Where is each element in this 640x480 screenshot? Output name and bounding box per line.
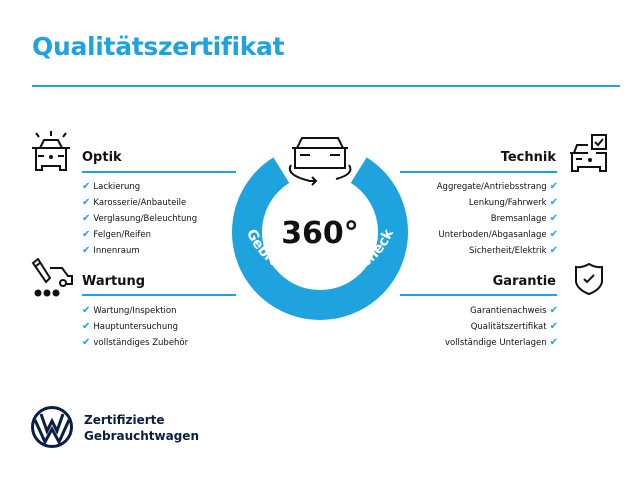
check-icon: ✔ [549,305,558,316]
check-icon: ✔ [82,337,91,348]
wartung-heading: Wartung [82,274,146,289]
list-item: ✔ Felgen/Reifen [82,229,152,240]
check-icon: ✔ [82,321,91,332]
360-value: 360° [281,216,359,251]
check-icon: ✔ [549,321,558,332]
list-item: ✔ vollständiges Zubehör [82,337,189,348]
car-checkbox-icon [570,134,607,172]
garantie-list: Garantienachweis ✔ Qualitätszertifikat ✔ v… [445,303,558,351]
check-icon: ✔ [549,337,558,348]
list-item: Aggregate/Antriebsstrang ✔ [436,181,558,192]
list-item: Garantienachweis ✔ [470,305,558,316]
check-icon: ✔ [82,305,91,316]
check-icon: ✔ [82,229,91,240]
optik-list: ✔ Lackierung ✔ Karosserie/Anbauteile ✔ Verg… [82,179,197,259]
wartung-divider [82,294,236,296]
optik-heading: Optik [82,150,122,165]
list-item: Qualitätszertifikat ✔ [470,321,558,332]
technik-divider [400,171,557,173]
title-divider [32,85,620,87]
vw-logo [31,406,73,448]
list-item: Lenkung/Fahrwerk ✔ [468,197,558,208]
list-item: ✔ Wartung/Inspektion [82,305,177,316]
shield-check-icon [575,262,603,296]
list-item: Sicherheit/Elektrik ✔ [469,245,558,256]
technik-heading: Technik [500,150,556,165]
wartung-list: ✔ Wartung/Inspektion ✔ Hauptuntersuchung ✔… [82,303,188,351]
360-check-badge: Gebrauchtwagen-Check 360° [232,137,408,320]
check-icon: ✔ [549,181,558,192]
car-lights-icon [32,131,70,171]
check-icon: ✔ [549,229,558,240]
brand-text: Zertifizierte Gebrauchtwagen [84,413,199,443]
check-icon: ✔ [82,181,91,192]
list-item: ✔ Innenraum [82,245,140,256]
check-icon: ✔ [82,245,91,256]
garantie-heading: Garantie [492,274,556,289]
list-item: ✔ Karosserie/Anbauteile [82,197,187,208]
check-icon: ✔ [549,213,558,224]
service-tool-car-icon [31,258,73,297]
ring [232,157,408,320]
list-item: vollständige Unterlagen ✔ [444,337,558,348]
list-item: Unterboden/Abgasanlage ✔ [438,229,558,240]
car-rotate-icon [288,137,352,186]
list-item: Bremsanlage ✔ [490,213,558,224]
check-icon: ✔ [549,197,558,208]
list-item: ✔ Verglasung/Beleuchtung [82,213,198,224]
page-title: Qualitätszertifikat [32,32,285,61]
list-item: ✔ Lackierung [82,181,141,192]
optik-divider [82,171,236,173]
check-icon: ✔ [82,197,91,208]
technik-list: Aggregate/Antriebsstrang ✔ Lenkung/Fahrwe… [437,179,558,259]
check-icon: ✔ [549,245,558,256]
check-icon: ✔ [82,213,91,224]
garantie-divider [400,294,557,296]
list-item: ✔ Hauptuntersuchung [82,321,178,332]
